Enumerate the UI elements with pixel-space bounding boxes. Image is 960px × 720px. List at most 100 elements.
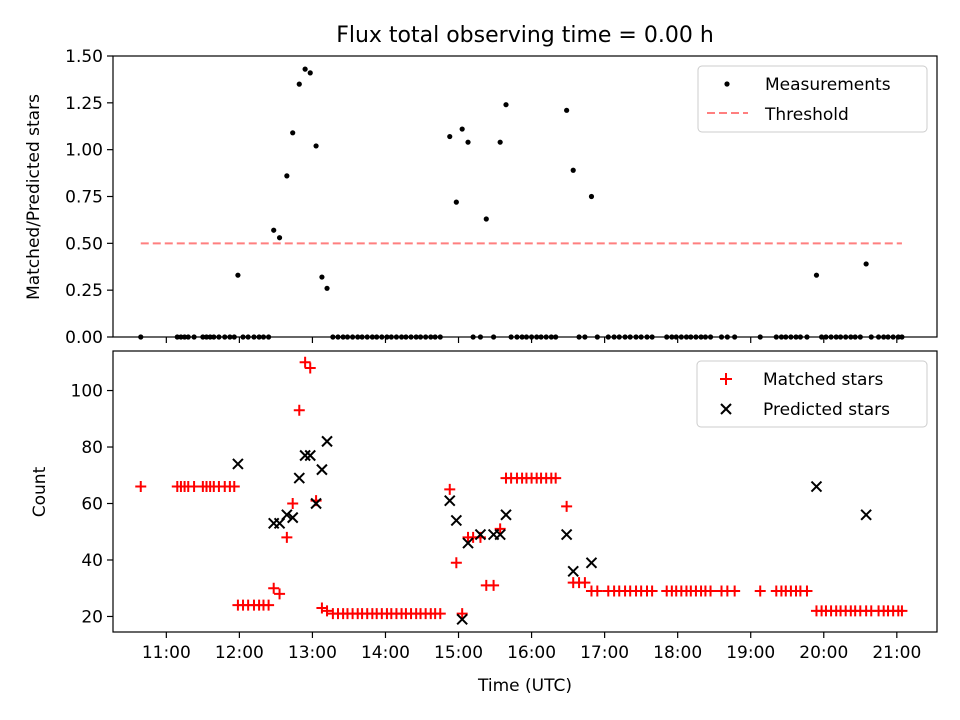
x-tick-label: 17:00 bbox=[580, 643, 629, 663]
count-x-ticks: 11:00 12:00 13:00 14:00 15:00 16:00 17:00 18:00… bbox=[142, 632, 921, 663]
predicted-star-point bbox=[567, 565, 579, 577]
x-tick-label: 15:00 bbox=[434, 643, 483, 663]
predicted-star-point bbox=[299, 449, 311, 462]
matched-star-point bbox=[456, 608, 468, 620]
ratio-x-ticks bbox=[165, 337, 898, 343]
count-y-tick-label: 100 bbox=[71, 382, 103, 402]
predicted-star-point bbox=[316, 463, 328, 476]
count-points bbox=[135, 356, 908, 625]
ratio-y-axis-label: Matched/Predicted stars bbox=[24, 94, 44, 300]
matched-star-point bbox=[896, 605, 908, 617]
predicted-star-point bbox=[232, 458, 244, 470]
matched-star-point bbox=[561, 500, 573, 512]
matched-star-point bbox=[488, 579, 500, 591]
count-plot-frame bbox=[112, 350, 938, 633]
x-tick-label: 12:00 bbox=[215, 643, 264, 663]
measurement-point bbox=[290, 130, 296, 136]
matched-star-point bbox=[550, 472, 562, 484]
measurement-point bbox=[324, 285, 330, 291]
predicted-star-point bbox=[810, 480, 823, 493]
matched-star-point bbox=[729, 585, 741, 597]
matched-star-point bbox=[304, 362, 316, 374]
count-legend: Matched stars Predicted stars bbox=[696, 360, 928, 428]
matched-star-point bbox=[494, 523, 506, 535]
count-y-tick-label: 80 bbox=[81, 438, 103, 458]
ratio-y-tick-label: 0.75 bbox=[65, 188, 103, 208]
measurement-point bbox=[588, 193, 595, 200]
legend-measurements-label: Measurements bbox=[765, 75, 891, 95]
legend-matched-marker bbox=[720, 373, 732, 385]
matched-star-point bbox=[450, 557, 462, 569]
count-y-tick-label: 20 bbox=[81, 607, 103, 627]
x-tick-label: 16:00 bbox=[507, 643, 556, 663]
matched-star-point bbox=[591, 585, 603, 597]
measurement-point bbox=[459, 126, 465, 132]
predicted-star-point bbox=[444, 494, 456, 507]
legend-matched-label: Matched stars bbox=[763, 370, 883, 390]
predicted-star-point bbox=[286, 511, 299, 524]
predicted-star-point bbox=[860, 509, 872, 521]
measurement-point bbox=[302, 66, 308, 72]
legend-measurements-marker bbox=[724, 81, 730, 87]
measurement-point bbox=[497, 139, 503, 145]
predicted-star-point bbox=[560, 528, 573, 541]
count-panel: 20 40 60 80 100 11:00 12:00 13:00 14:00 15:00 16:… bbox=[30, 350, 938, 696]
ratio-y-tick-label: 1.50 bbox=[65, 47, 103, 67]
matched-star-point bbox=[281, 531, 293, 543]
measurement-point bbox=[447, 133, 453, 140]
predicted-star-point bbox=[585, 557, 598, 569]
matched-star-point bbox=[274, 588, 286, 600]
measurement-point bbox=[271, 227, 277, 233]
count-y-ticks: 20 40 60 80 100 bbox=[71, 382, 113, 627]
ratio-legend-box bbox=[697, 65, 928, 133]
chart-title: Flux total observing time = 0.00 h bbox=[336, 23, 714, 48]
legend-predicted-marker bbox=[720, 403, 732, 415]
matched-star-point bbox=[263, 599, 275, 611]
predicted-star-point bbox=[281, 509, 293, 521]
count-y-tick-label: 60 bbox=[81, 495, 103, 515]
count-legend-box bbox=[696, 360, 928, 428]
measurement-point bbox=[307, 70, 313, 76]
ratio-y-tick-label: 0.25 bbox=[65, 281, 103, 301]
ratio-legend: Measurements Threshold bbox=[697, 65, 928, 133]
ratio-panel: 0.00 0.25 0.50 0.75 1.00 1.25 1.50 Matched/Pre… bbox=[24, 47, 938, 348]
x-tick-label: 21:00 bbox=[872, 643, 921, 663]
matched-star-point bbox=[444, 483, 456, 495]
matched-star-point bbox=[646, 585, 658, 597]
predicted-star-point bbox=[456, 613, 468, 625]
predicted-star-point bbox=[304, 449, 316, 462]
matched-star-point bbox=[434, 608, 446, 620]
predicted-star-point bbox=[462, 537, 474, 549]
predicted-star-point bbox=[310, 497, 322, 510]
matched-star-point bbox=[228, 481, 240, 493]
legend-threshold-label: Threshold bbox=[764, 105, 849, 125]
matched-star-point bbox=[705, 585, 717, 597]
measurement-point bbox=[284, 173, 290, 179]
ratio-y-tick-label: 1.00 bbox=[65, 141, 103, 161]
matched-star-point bbox=[321, 605, 333, 617]
measurement-point bbox=[863, 261, 869, 267]
measurement-point bbox=[235, 272, 241, 278]
x-tick-label: 20:00 bbox=[799, 643, 848, 663]
predicted-star-point bbox=[474, 528, 487, 541]
count-y-tick-label: 40 bbox=[81, 551, 103, 571]
measurement-point bbox=[564, 107, 570, 113]
matched-star-point bbox=[579, 577, 591, 589]
measurement-point bbox=[313, 143, 319, 149]
matched-star-point bbox=[754, 585, 766, 597]
predicted-star-point bbox=[293, 472, 305, 484]
predicted-star-point bbox=[450, 514, 463, 527]
measurement-point bbox=[453, 199, 459, 205]
matched-star-point bbox=[801, 585, 813, 597]
matched-star-point bbox=[268, 582, 280, 594]
predicted-star-point bbox=[500, 509, 512, 521]
predicted-star-point bbox=[321, 435, 333, 448]
measurement-point bbox=[296, 81, 302, 87]
matched-star-point bbox=[299, 356, 311, 368]
measurement-point bbox=[503, 102, 509, 108]
ratio-y-ticks: 0.00 0.25 0.50 0.75 1.00 1.25 1.50 bbox=[65, 47, 113, 348]
ratio-y-tick-label: 0.00 bbox=[65, 328, 103, 348]
x-tick-label: 11:00 bbox=[142, 643, 191, 663]
x-tick-label: 14:00 bbox=[361, 643, 410, 663]
matched-star-point bbox=[135, 481, 147, 493]
